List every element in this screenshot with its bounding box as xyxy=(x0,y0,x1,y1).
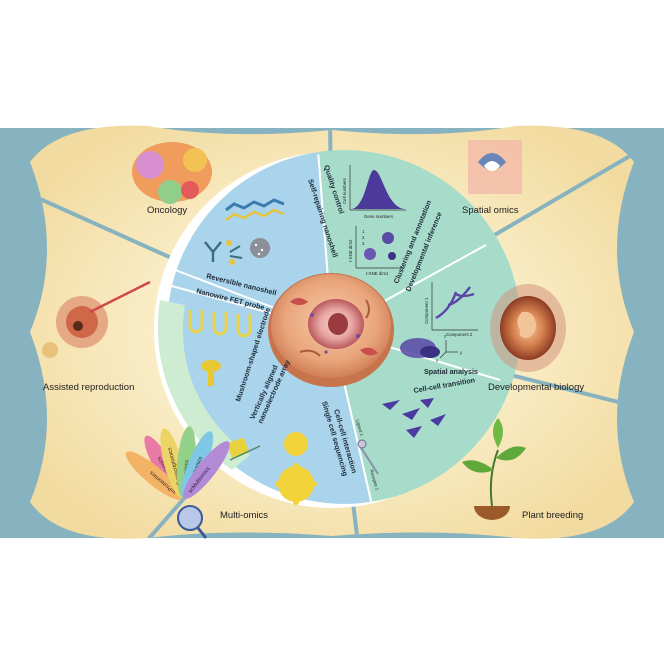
single-cell-sequencing-illustration xyxy=(275,432,317,505)
label-oncology: Oncology xyxy=(147,205,187,216)
label-spatial-analysis: Spatial analysis xyxy=(424,367,478,376)
axis-x: x xyxy=(436,358,439,363)
qc-xlabel: Gene numbers xyxy=(364,214,394,219)
label-plant-breeding: Plant breeding xyxy=(522,510,583,521)
trajectory-plot: Component 1 Component 2 xyxy=(424,282,478,337)
cell-transition-illustration xyxy=(382,398,446,438)
quality-control-plot: Cell numbers Gene numbers xyxy=(342,165,406,219)
tsne-legend-1: 1 xyxy=(362,229,365,234)
plant-breeding-illustration xyxy=(462,418,526,520)
label-developmental-biology: Developmental biology xyxy=(488,382,584,393)
nanoelectrode-array-illustration xyxy=(226,437,261,461)
developmental-biology-illustration xyxy=(490,284,566,372)
qc-ylabel: Cell numbers xyxy=(342,177,347,204)
spatial-analysis-plot: z y x xyxy=(400,334,463,363)
label-multi-omics: Multi-omics xyxy=(220,510,268,521)
tsne-legend-2: 2 xyxy=(362,235,365,240)
multi-omics-illustration xyxy=(177,505,208,539)
trajectory-ylabel: Component 1 xyxy=(424,297,429,324)
assisted-reproduction-illustration xyxy=(42,280,151,358)
tsne-plot: 1 2 3 t-SNE dim2 t-SNE dim1 xyxy=(348,226,404,276)
ligand-receptor-illustration xyxy=(357,439,379,475)
axis-z: z xyxy=(444,334,446,339)
tsne-legend-3: 3 xyxy=(362,241,365,246)
label-spatial-omics: Spatial omics xyxy=(462,205,519,216)
mushroom-electrode-illustration xyxy=(201,360,221,386)
spatial-omics-illustration xyxy=(468,140,522,194)
trajectory-xlabel: Component 2 xyxy=(446,332,473,337)
tsne-xlabel: t-SNE dim1 xyxy=(366,271,389,276)
oncology-illustration xyxy=(132,142,212,204)
label-ligand: Ligand 1 xyxy=(355,419,365,437)
label-assisted-reproduction: Assisted reproduction xyxy=(43,382,134,393)
label-receptor: Receptor 1 xyxy=(369,469,380,492)
reversible-nanoshell-illustration xyxy=(204,198,285,265)
axis-y: y xyxy=(460,350,463,355)
central-cell xyxy=(268,273,394,387)
nanowire-fet-probe-illustration xyxy=(188,310,252,338)
tsne-ylabel: t-SNE dim2 xyxy=(348,239,353,262)
